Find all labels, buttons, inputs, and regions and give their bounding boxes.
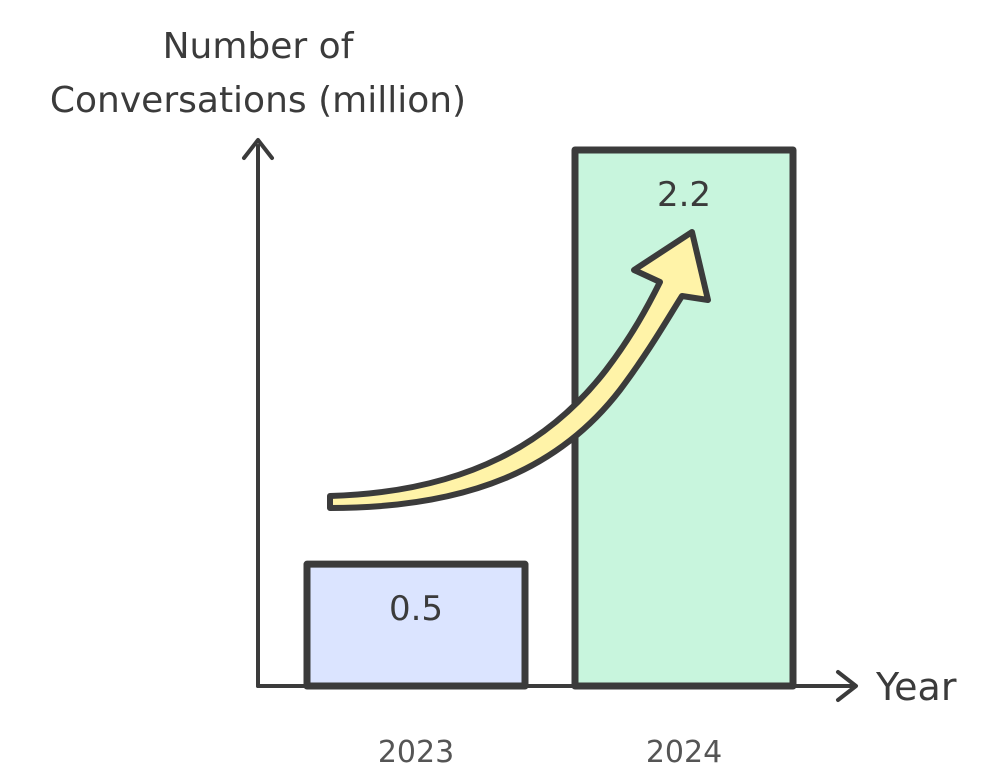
x-tick-label-2023: 2023 bbox=[378, 735, 454, 770]
x-axis-label: Year bbox=[875, 665, 957, 709]
y-axis-label-line-1: Number of bbox=[163, 26, 355, 67]
data-label-2024: 2.2 bbox=[657, 175, 711, 215]
y-axis-label-line-2: Conversations (million) bbox=[50, 80, 466, 121]
axes bbox=[242, 138, 858, 702]
data-label-2023: 0.5 bbox=[389, 589, 443, 629]
bar-2024 bbox=[571, 146, 797, 690]
y-axis-arrowhead bbox=[242, 138, 274, 160]
growth-arrow bbox=[327, 229, 711, 511]
bars-group bbox=[303, 146, 797, 690]
x-axis-arrowhead bbox=[836, 670, 858, 702]
x-tick-label-2024: 2024 bbox=[646, 735, 722, 770]
